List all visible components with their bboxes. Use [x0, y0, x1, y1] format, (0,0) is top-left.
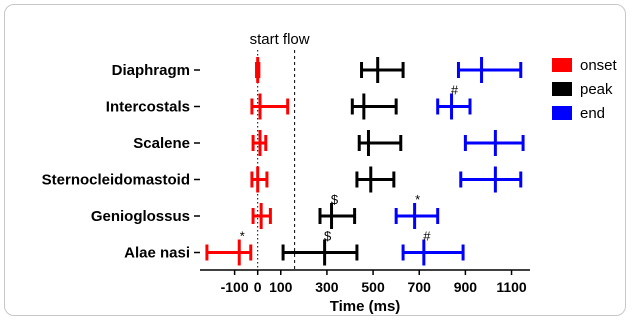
- onset-sternocleidomastoid-mark: [250, 166, 269, 193]
- category-label-genioglossus: Genioglossus: [91, 208, 190, 225]
- x-tick-label-100: -100: [221, 279, 249, 295]
- annotation-5: $: [324, 229, 332, 244]
- onset-intercostals-mark: [250, 93, 290, 120]
- onset-diaphragm-mark: [255, 57, 261, 83]
- end-alae-nasi-mark: [401, 239, 465, 266]
- reference-lines: start flow: [250, 31, 310, 270]
- x-tick-label-900: 900: [454, 279, 478, 295]
- annotations: # $ * * $ #: [240, 83, 459, 244]
- legend-label-onset: onset: [580, 57, 618, 74]
- annotation-3: *: [415, 192, 420, 207]
- end-genioglossus-mark: [394, 203, 440, 229]
- end-scalene-mark: [463, 130, 525, 156]
- peak-scalene-mark: [357, 130, 403, 156]
- annotation-6: #: [423, 229, 431, 244]
- onset-alae-nasi-mark: [205, 239, 253, 266]
- x-tick-label-300: 300: [315, 279, 339, 295]
- annotation-1: #: [451, 83, 459, 98]
- x-tick-label-100: 100: [269, 279, 293, 295]
- x-tick-label-1100: 1100: [496, 279, 527, 295]
- category-label-sternocleidomastoid: Sternocleidomastoid: [42, 172, 190, 189]
- peak-alae-nasi-mark: [281, 239, 359, 266]
- x-tick-label-700: 700: [408, 279, 432, 295]
- annotation-4: *: [240, 229, 245, 244]
- category-label-alae-nasi: Alae nasi: [124, 245, 190, 262]
- x-tick-label-500: 500: [361, 279, 385, 295]
- legend-swatch-onset: [552, 58, 572, 72]
- annotation-2: $: [331, 192, 339, 207]
- legend-swatch-end: [552, 106, 572, 120]
- onset-scalene-mark: [251, 130, 268, 156]
- category-label-diaphragm: Diaphragm: [112, 62, 190, 79]
- x-axis-title: Time (ms): [330, 298, 401, 315]
- x-axis: -100 0 100 300 500 700 900 1100 Time (ms): [200, 269, 530, 315]
- series-marks: [205, 57, 525, 266]
- legend-label-peak: peak: [580, 81, 613, 98]
- start-flow-label: start flow: [250, 31, 310, 48]
- end-intercostals-mark: [436, 93, 472, 120]
- category-label-scalene: Scalene: [133, 135, 190, 152]
- legend-swatch-peak: [552, 82, 572, 96]
- end-diaphragm-mark: [456, 57, 523, 83]
- legend-label-end: end: [580, 105, 605, 122]
- figure-frame: [4, 4, 626, 316]
- category-label-intercostals: Intercostals: [106, 99, 190, 116]
- peak-genioglossus-mark: [318, 203, 357, 229]
- peak-diaphragm-mark: [360, 57, 405, 83]
- onset-genioglossus-mark: [251, 203, 272, 229]
- end-sternocleidomastoid-mark: [459, 166, 523, 193]
- legend: onset peak end: [552, 57, 618, 122]
- peak-intercostals-mark: [350, 93, 398, 120]
- x-tick-label-0: 0: [254, 279, 262, 295]
- category-labels: Diaphragm Intercostals Scalene Sternocleido…: [42, 62, 200, 262]
- peak-sternocleidomastoid-mark: [355, 166, 396, 193]
